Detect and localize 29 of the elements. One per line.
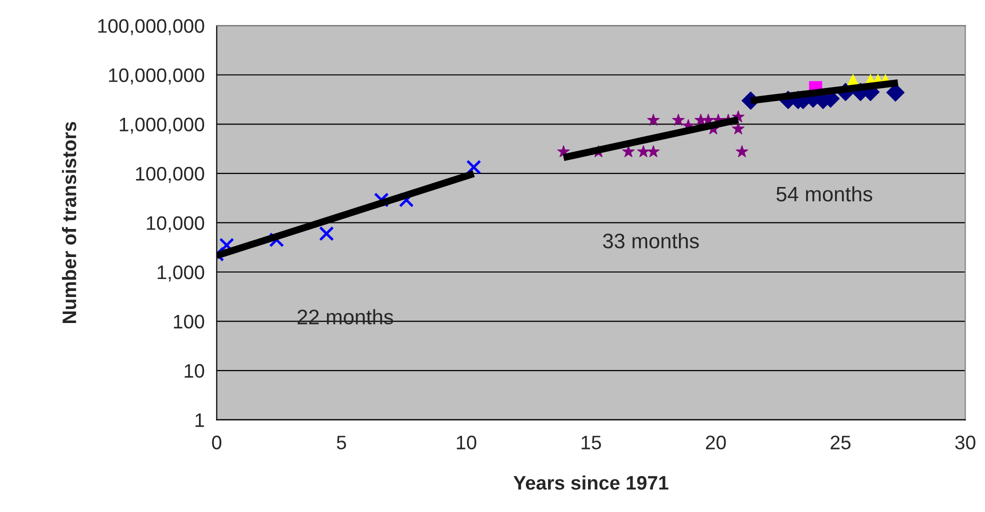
x-tick-label: 5 xyxy=(336,436,346,450)
x-tick-label: 30 xyxy=(955,436,976,450)
annotation: 54 months xyxy=(776,186,872,202)
y-tick-label: 100,000,000 xyxy=(98,19,204,36)
x-axis-title: Years since 1971 xyxy=(513,475,668,490)
y-tick-label: 10,000,000 xyxy=(109,68,204,84)
point xyxy=(732,122,744,134)
point xyxy=(736,145,748,158)
y-axis-title: Number of transistors xyxy=(62,122,76,323)
y-tick-label: 1,000,000 xyxy=(120,118,204,134)
y-tick-label: 1,000 xyxy=(158,265,204,282)
y-tick-label: 10,000 xyxy=(146,216,204,232)
point xyxy=(319,226,334,242)
point xyxy=(647,145,660,158)
annotation: 33 months xyxy=(603,233,699,248)
point xyxy=(466,160,482,175)
point xyxy=(672,114,685,126)
y-tick-label: 1 xyxy=(196,414,204,427)
y-tick-label: 100,000 xyxy=(136,166,204,183)
x-tick-label: 15 xyxy=(582,436,601,450)
y-tick-label: 10 xyxy=(184,364,204,378)
y-tick-label: 100 xyxy=(174,314,204,329)
x-tick-label: 0 xyxy=(212,436,222,450)
x-tick-label: 10 xyxy=(456,436,476,450)
point xyxy=(647,114,660,126)
x-tick-label: 20 xyxy=(706,436,726,450)
x-tick-label: 25 xyxy=(830,436,851,450)
point xyxy=(637,145,650,158)
point xyxy=(622,145,635,158)
